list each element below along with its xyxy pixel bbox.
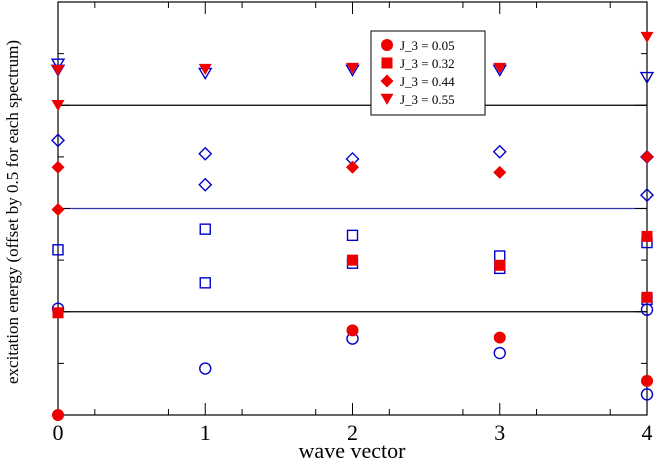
point-filled-circle (641, 374, 653, 387)
legend: J_3 = 0.05 J_3 = 0.32 J_3 = 0.44 J_3 = 0.55 (370, 30, 486, 116)
point-filled-triangle-down (51, 100, 65, 112)
data-points (50, 31, 654, 421)
point-filled-square (52, 307, 64, 319)
point-open-diamond (51, 133, 65, 148)
point-filled-circle (346, 324, 359, 337)
point-filled-diamond (346, 160, 359, 174)
point-open-square (346, 229, 359, 242)
legend-marker-diamond (380, 74, 394, 88)
point-filled-circle (493, 331, 506, 344)
point-open-diamond (198, 146, 213, 161)
point-open-square (199, 277, 211, 289)
point-open-circle (199, 362, 212, 375)
y-axis-label: excitation energy (offset by 0.5 for eac… (3, 40, 22, 384)
legend-entry-label: J_3 = 0.55 (400, 92, 455, 107)
legend-marker-circle (381, 39, 393, 51)
point-open-square (52, 244, 64, 256)
x-axis-label: wave vector (299, 438, 407, 461)
x-tick-label: 3 (494, 420, 505, 445)
x-tick-label: 0 (53, 420, 64, 445)
point-open-circle (493, 346, 506, 360)
point-filled-diamond (640, 150, 654, 164)
reference-lines (58, 104, 647, 313)
x-tick-labels: 0 1 2 3 4 (53, 420, 653, 445)
x-tick-label: 1 (200, 420, 211, 445)
legend-marker-triangle-down (380, 93, 394, 105)
point-filled-triangle-down (51, 64, 65, 76)
point-filled-diamond (51, 203, 65, 217)
legend-entry-label: J_3 = 0.05 (400, 38, 455, 53)
point-open-square (494, 250, 506, 262)
point-open-diamond (640, 188, 654, 203)
point-filled-square (347, 254, 358, 266)
point-filled-square (641, 230, 653, 242)
x-tick-label: 4 (642, 420, 653, 445)
point-filled-square (494, 259, 506, 271)
point-filled-diamond (51, 160, 65, 174)
point-open-diamond (492, 144, 507, 159)
point-filled-circle (52, 409, 64, 421)
point-open-square (199, 223, 211, 235)
point-filled-square (641, 291, 653, 303)
point-open-diamond (198, 177, 213, 192)
legend-entry-label: J_3 = 0.32 (400, 56, 455, 71)
point-open-triangle-down (50, 58, 66, 71)
point-open-circle (640, 388, 654, 401)
legend-entry-label: J_3 = 0.44 (400, 74, 455, 89)
point-filled-triangle-down (198, 63, 212, 75)
point-filled-triangle-down (640, 31, 654, 43)
point-filled-triangle-down (346, 62, 359, 74)
x-tick-label: 2 (347, 420, 358, 445)
point-filled-triangle-down (493, 62, 507, 74)
point-filled-diamond (493, 165, 507, 179)
legend-marker-square (381, 57, 393, 69)
point-open-triangle-down (639, 71, 654, 85)
